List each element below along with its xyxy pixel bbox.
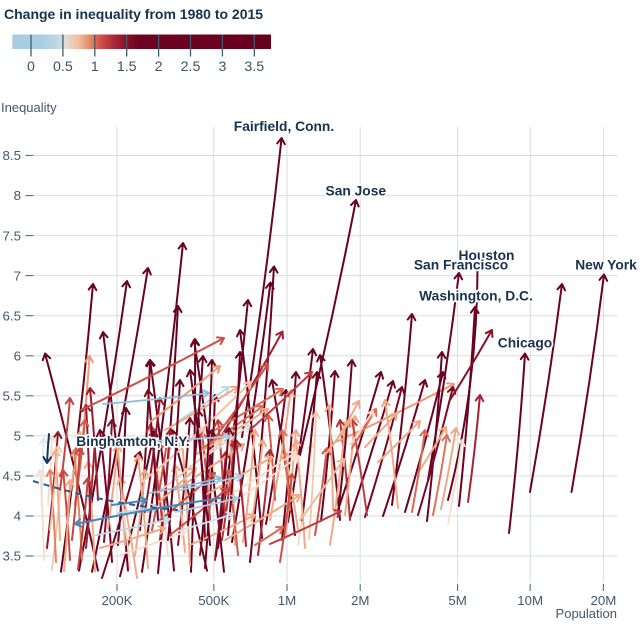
svg-text:7.5: 7.5 bbox=[3, 228, 22, 243]
svg-text:6.5: 6.5 bbox=[3, 308, 22, 323]
svg-text:4.5: 4.5 bbox=[3, 469, 22, 484]
svg-text:7: 7 bbox=[14, 268, 21, 283]
svg-text:1.5: 1.5 bbox=[117, 59, 137, 75]
svg-text:10M: 10M bbox=[517, 593, 543, 608]
svg-text:20M: 20M bbox=[590, 593, 616, 608]
svg-text:San Jose: San Jose bbox=[326, 184, 387, 199]
svg-text:2.5: 2.5 bbox=[181, 59, 201, 75]
svg-text:5.5: 5.5 bbox=[3, 389, 22, 404]
svg-text:8.5: 8.5 bbox=[3, 148, 22, 163]
svg-text:4: 4 bbox=[14, 509, 21, 524]
svg-text:0: 0 bbox=[27, 59, 35, 75]
svg-text:6: 6 bbox=[14, 348, 21, 363]
svg-text:2: 2 bbox=[155, 59, 163, 75]
svg-text:New York: New York bbox=[575, 258, 637, 273]
svg-text:5M: 5M bbox=[448, 593, 466, 608]
svg-text:Population: Population bbox=[556, 606, 617, 621]
svg-text:Change in inequality from 1980: Change in inequality from 1980 to 2015 bbox=[4, 6, 263, 22]
svg-text:Inequality: Inequality bbox=[1, 100, 57, 115]
svg-text:3.5: 3.5 bbox=[244, 59, 264, 75]
svg-text:Binghamton, N.Y.: Binghamton, N.Y. bbox=[76, 434, 189, 449]
svg-text:5: 5 bbox=[14, 429, 21, 444]
svg-text:San Francisco: San Francisco bbox=[414, 258, 508, 273]
svg-text:3.5: 3.5 bbox=[3, 549, 22, 564]
svg-text:500K: 500K bbox=[198, 593, 229, 608]
svg-text:0.5: 0.5 bbox=[53, 59, 73, 75]
svg-text:1M: 1M bbox=[278, 593, 296, 608]
svg-text:Chicago: Chicago bbox=[498, 336, 552, 351]
svg-text:Washington, D.C.: Washington, D.C. bbox=[419, 289, 533, 304]
svg-text:3: 3 bbox=[218, 59, 226, 75]
svg-text:Houston: Houston bbox=[459, 248, 515, 263]
svg-text:200K: 200K bbox=[101, 593, 132, 608]
svg-text:Fairfield, Conn.: Fairfield, Conn. bbox=[234, 119, 334, 134]
svg-text:8: 8 bbox=[14, 188, 21, 203]
svg-text:2M: 2M bbox=[351, 593, 369, 608]
svg-text:1: 1 bbox=[91, 59, 99, 75]
